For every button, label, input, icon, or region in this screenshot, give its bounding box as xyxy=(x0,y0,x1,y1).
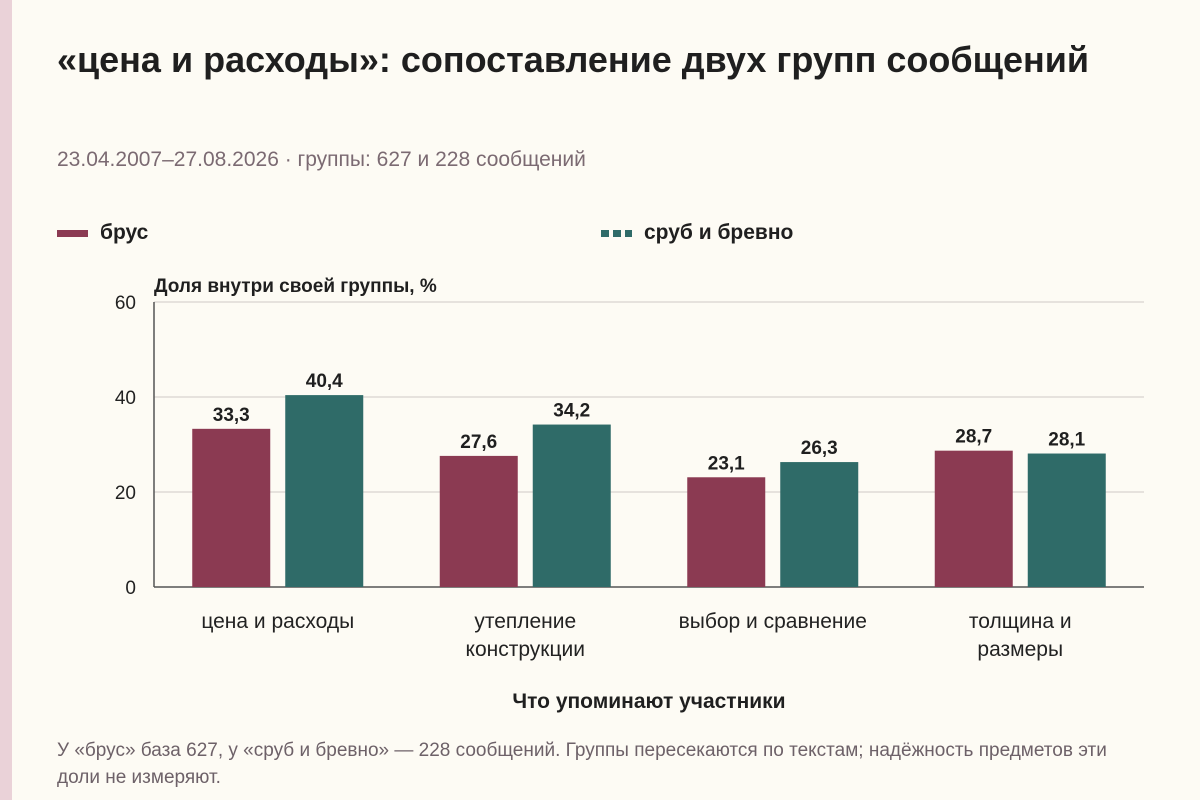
x-axis-title: Что упоминают участники xyxy=(512,690,785,713)
data-label: 34,2 xyxy=(553,401,590,422)
y-tick-label: 40 xyxy=(115,388,136,409)
y-tick-label: 20 xyxy=(115,483,136,504)
legend-item-brus: брус xyxy=(57,220,148,246)
x-tick-label: цена и расходы xyxy=(201,610,354,633)
x-tick-label: выбор и сравнение xyxy=(679,610,867,633)
y-tick-label: 0 xyxy=(125,578,136,599)
data-label: 33,3 xyxy=(213,405,250,426)
y-axis-title: Доля внутри своей группы, % xyxy=(154,276,437,297)
bar-srub xyxy=(780,462,859,587)
data-label: 40,4 xyxy=(306,371,343,392)
y-tick-label: 60 xyxy=(115,293,136,314)
bar-brus xyxy=(934,450,1013,587)
chart-title: «цена и расходы»: сопоставление двух гру… xyxy=(57,39,1090,80)
legend-item-srub: сруб и бревно xyxy=(601,220,793,246)
data-label: 28,1 xyxy=(1048,430,1085,451)
chart-subtitle: 23.04.2007–27.08.2026 · группы: 627 и 22… xyxy=(57,148,586,171)
x-tick-label: конструкции xyxy=(466,638,585,661)
side-accent-strip xyxy=(0,0,12,800)
x-tick-label: толщина и xyxy=(969,610,1072,633)
legend-label-srub: сруб и бревно xyxy=(644,221,794,244)
legend-label-brus: брус xyxy=(100,221,149,244)
bar-srub xyxy=(1027,453,1106,587)
x-tick-label: утепление xyxy=(474,610,576,633)
x-tick-label: размеры xyxy=(977,638,1063,661)
data-label: 23,1 xyxy=(708,453,745,474)
bar-brus xyxy=(439,455,518,587)
data-label: 28,7 xyxy=(955,427,992,448)
legend-swatch-brus xyxy=(57,229,88,237)
bar-brus xyxy=(192,428,271,587)
bar-brus xyxy=(687,477,766,587)
data-label: 27,6 xyxy=(460,432,497,453)
footnote: У «брус» база 627, у «сруб и бревно» — 2… xyxy=(57,740,1107,788)
bar-srub xyxy=(532,424,611,587)
data-label: 26,3 xyxy=(801,438,838,459)
bar-srub xyxy=(285,395,364,587)
legend-swatch-srub xyxy=(601,229,632,237)
